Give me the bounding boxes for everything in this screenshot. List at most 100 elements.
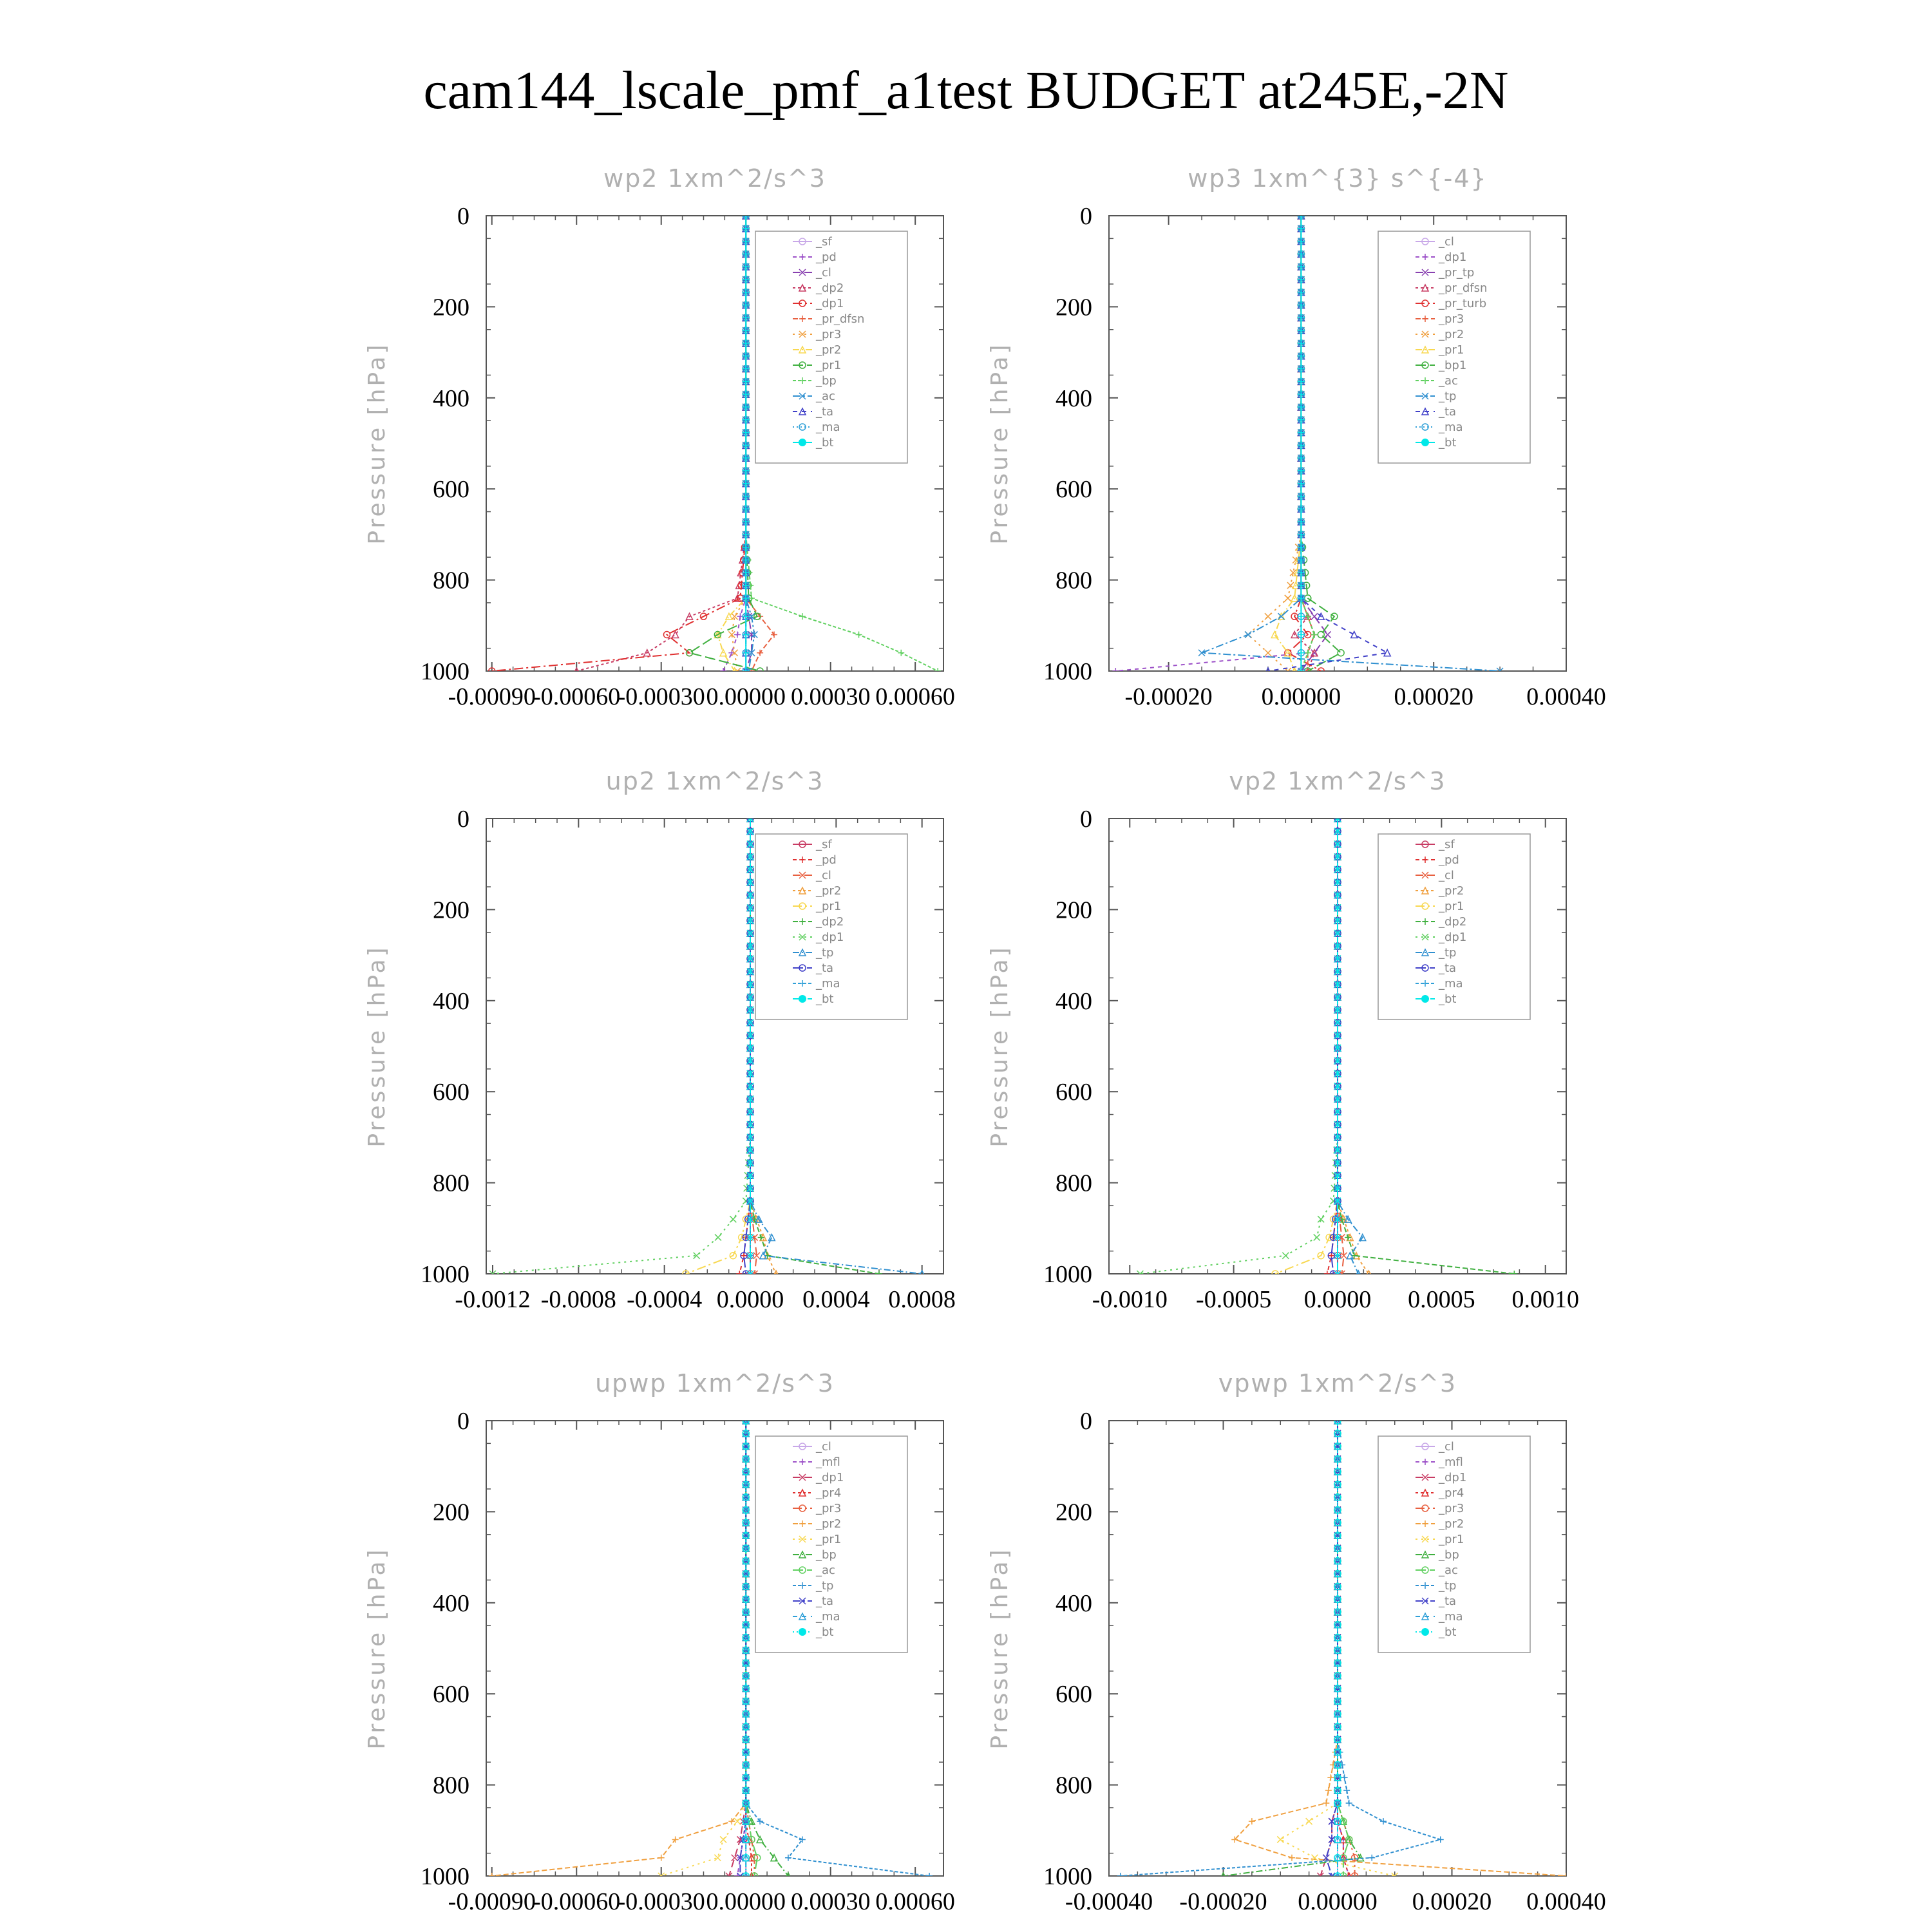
series-marker [1334,1519,1341,1527]
series-marker [742,1659,750,1667]
x-tick-label: -0.00090 [448,683,536,710]
x-tick-label: -0.0012 [455,1286,530,1313]
series-marker [685,612,694,620]
legend-label: _ta [815,961,833,975]
series-marker [1334,993,1341,1001]
series-marker [1334,1620,1341,1629]
legend-marker [1421,933,1429,941]
series-marker [1340,1872,1347,1876]
series-marker [1334,1761,1341,1769]
series-marker [1317,1215,1325,1223]
legend-label: _bt [1438,1625,1456,1639]
plot-frame [486,818,944,1274]
series-marker [720,668,727,671]
legend-marker [799,918,806,925]
legend-label: _pr2 [1438,884,1464,898]
series-marker [742,1270,750,1274]
series-line [717,216,747,671]
series-line [685,819,751,1274]
series-marker [755,1835,764,1844]
y-tick-label: 800 [1056,567,1092,594]
legend-label: _sf [815,838,832,851]
x-tick-label: 0.00000 [706,683,786,710]
series-marker [1284,594,1292,602]
series-marker [1334,1736,1341,1743]
legend-marker [799,269,806,276]
series-marker [1334,1121,1341,1128]
series-marker [1334,828,1341,835]
series-marker [743,429,750,436]
series-line [491,1421,747,1876]
legend-label: _pd [815,853,837,867]
legend-marker [1422,980,1428,987]
y-tick-label: 600 [433,476,469,503]
series-marker [743,544,750,551]
series-marker [1334,955,1341,963]
series-marker [1334,1215,1341,1223]
y-axis-label: Pressure [hPa] [987,342,1013,544]
series-marker [714,630,722,639]
series-marker [746,891,754,899]
series-marker [1334,1659,1341,1667]
series-marker [1322,1854,1330,1862]
series-marker [1323,1799,1330,1806]
series-marker [1340,1817,1347,1825]
y-tick-label: 400 [1056,385,1092,412]
series-marker [1334,878,1341,886]
series-marker [742,1835,750,1844]
legend-marker [1421,1488,1430,1497]
series-marker [746,1095,754,1103]
series-marker [743,649,750,656]
series-marker [672,1836,679,1843]
series-marker [1334,1595,1341,1603]
series-line [1247,216,1302,671]
series-marker [742,1531,750,1539]
x-tick-label: 0.00040 [1526,683,1606,710]
series-marker [743,352,750,359]
series-marker [1277,612,1285,620]
series-marker [742,1455,750,1463]
x-tick-label: 0.00060 [875,1888,955,1915]
legend-label: _ma [815,1610,840,1624]
legend-label: _ta [815,405,833,419]
y-tick-label: 200 [1056,294,1092,321]
legend-marker [799,871,806,879]
series-marker [1298,416,1305,423]
series-marker [1334,1506,1341,1514]
series-marker [1334,980,1341,988]
series-group [488,216,942,671]
series-marker [1117,1873,1124,1876]
series-marker [743,569,750,576]
series-marker [699,612,708,620]
legend-label: _ta [1438,1595,1456,1608]
series-marker [1316,1872,1324,1876]
series-marker [1334,866,1341,873]
series-marker [1346,1251,1354,1260]
series-marker [1334,1455,1341,1463]
series-marker [643,649,652,657]
series-marker [734,1817,741,1825]
series-marker [1327,1774,1334,1781]
series-marker [1334,1271,1341,1274]
series-marker [1304,613,1311,620]
x-tick-label: 0.00000 [1298,1888,1378,1915]
series-marker [1317,1251,1325,1260]
panel-title: vpwp 1xm^2/s^3 [1218,1369,1457,1397]
series-marker [742,1710,750,1718]
legend-marker [798,1550,807,1558]
legend-label: _pr1 [1438,1533,1464,1546]
series-marker [743,556,750,564]
series-marker [743,467,750,474]
legend-box [755,833,908,1020]
series-marker [742,1748,750,1756]
legend-label: _bt [815,992,833,1006]
series-marker [1334,968,1341,976]
series-marker [1317,630,1325,639]
series-marker [743,493,750,500]
legend-marker [798,948,807,956]
series-marker [1334,1786,1341,1794]
panel-title: upwp 1xm^2/s^3 [595,1369,835,1397]
series-marker [1136,1270,1144,1274]
series-marker [1334,1493,1341,1501]
y-axis-label: Pressure [hPa] [364,1547,390,1749]
